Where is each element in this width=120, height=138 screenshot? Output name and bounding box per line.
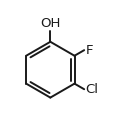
Text: Cl: Cl [85,83,98,96]
Text: F: F [85,44,93,57]
Text: OH: OH [40,17,60,30]
